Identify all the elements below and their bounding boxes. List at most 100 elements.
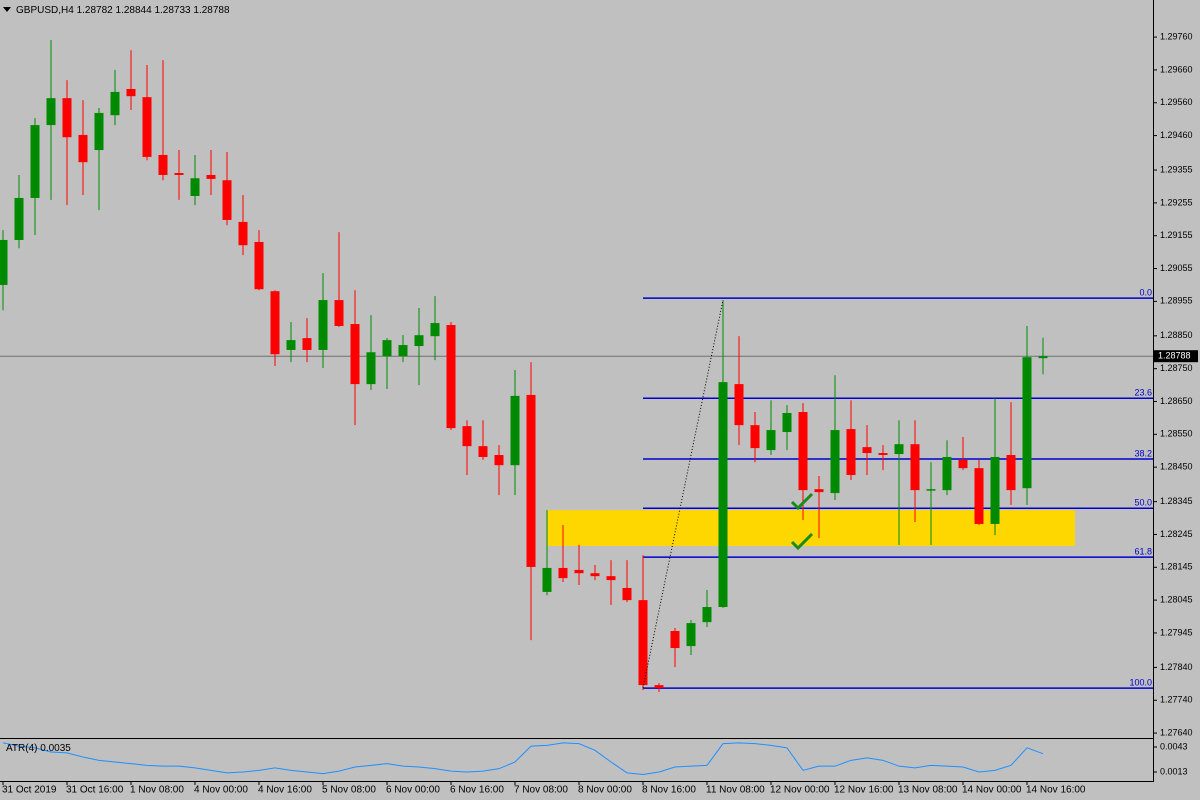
y-tick-label: 1.29560 <box>1160 97 1193 107</box>
support-zone <box>547 510 1075 546</box>
indicator-value: 0.0035 <box>40 743 71 754</box>
fib-label: 23.6 <box>1134 388 1152 398</box>
candle-body <box>734 384 744 426</box>
x-tick-label: 8 Nov 00:00 <box>578 785 632 796</box>
candle-body <box>718 382 728 608</box>
candle-body <box>590 573 600 577</box>
candle-body <box>126 88 136 97</box>
fib-label: 50.0 <box>1134 498 1152 508</box>
y-tick-label: 1.29155 <box>1160 230 1193 240</box>
high-value: 1.28844 <box>116 5 153 16</box>
candle-body <box>830 430 840 494</box>
candle-body <box>958 459 968 469</box>
candle-body <box>318 300 328 350</box>
x-tick-label: 11 Nov 08:00 <box>706 785 765 796</box>
candle-body <box>430 323 440 337</box>
candle-body <box>1006 455 1016 491</box>
y-tick-label: 1.29660 <box>1160 64 1193 74</box>
x-tick-label: 4 Nov 16:00 <box>258 785 312 796</box>
candle-body <box>462 426 472 447</box>
candle-body <box>414 335 424 347</box>
candle-body <box>526 394 536 567</box>
x-tick-label: 31 Oct 16:00 <box>66 785 124 796</box>
candle-body <box>110 91 120 116</box>
candle-body <box>222 180 232 220</box>
candle-body <box>750 425 760 449</box>
indicator-line <box>2 742 1044 776</box>
y-tick-label: 1.29255 <box>1160 197 1193 207</box>
candle-body <box>942 456 952 491</box>
price-label: 1.28788 <box>1158 351 1191 361</box>
x-tick-label: 31 Oct 2019 <box>2 785 57 796</box>
candle-body <box>782 412 792 433</box>
y-tick-label: 1.29460 <box>1160 130 1193 140</box>
x-tick-label: 8 Nov 16:00 <box>642 785 696 796</box>
candle-body <box>606 576 616 581</box>
candle-body <box>622 587 632 601</box>
trend-line <box>642 299 724 689</box>
y-tick-label: 0.0043 <box>1160 741 1188 751</box>
candle-body <box>14 197 24 240</box>
candle-body <box>878 453 888 456</box>
y-tick-label: 1.28145 <box>1160 562 1193 572</box>
y-tick-label: 1.28850 <box>1160 330 1193 340</box>
y-tick-label: 1.28045 <box>1160 594 1193 604</box>
x-tick-label: 14 Nov 16:00 <box>1026 785 1086 796</box>
candle-body <box>398 345 408 357</box>
candle-body <box>846 429 856 476</box>
candle-body <box>382 340 392 357</box>
x-tick-label: 6 Nov 00:00 <box>386 785 440 796</box>
candle-body <box>542 567 552 592</box>
candle-body <box>910 444 920 491</box>
x-tick-label: 14 Nov 00:00 <box>962 785 1022 796</box>
candle-body <box>62 98 72 138</box>
y-tick-label: 1.27945 <box>1160 627 1193 637</box>
price-label-box <box>1154 350 1198 363</box>
fib-label: 100.0 <box>1129 677 1152 687</box>
y-tick-label: 1.29355 <box>1160 164 1193 174</box>
candle-body <box>702 607 712 623</box>
candle-body <box>334 300 344 326</box>
y-tick-label: 0.0013 <box>1160 766 1188 776</box>
candle-body <box>670 630 680 649</box>
candle-body <box>814 489 824 493</box>
y-tick-label: 1.29760 <box>1160 31 1193 41</box>
menu-triangle[interactable] <box>3 7 11 12</box>
indicator-title: ATR(4) <box>6 743 37 754</box>
y-tick-label: 1.28450 <box>1160 462 1193 472</box>
candle-body <box>862 447 872 454</box>
y-tick-label: 1.27740 <box>1160 695 1193 705</box>
x-tick-label: 7 Nov 08:00 <box>514 785 568 796</box>
candle-body <box>238 221 248 246</box>
candle-body <box>638 600 648 686</box>
candle-body <box>766 430 776 451</box>
open-value: 1.28782 <box>77 5 114 16</box>
candle-body <box>1022 357 1032 489</box>
y-tick-label: 1.28550 <box>1160 429 1193 439</box>
candle-body <box>94 112 104 151</box>
candle-body <box>446 325 456 429</box>
candle-body <box>366 352 376 385</box>
candle-body <box>494 455 504 466</box>
candle-body <box>270 291 280 355</box>
chart-header: GBPUSD,H4 1.28782 1.28844 1.28733 1.2878… <box>16 5 230 16</box>
check-mark <box>790 492 814 511</box>
candle-body <box>286 340 296 350</box>
y-tick-label: 1.28650 <box>1160 396 1193 406</box>
candle-body <box>894 444 904 455</box>
candle-body <box>510 395 520 466</box>
candle-body <box>1038 356 1048 359</box>
candle-body <box>926 489 936 491</box>
candle-body <box>78 134 88 163</box>
candle-body <box>302 338 312 350</box>
x-tick-label: 1 Nov 08:00 <box>130 785 184 796</box>
candle-body <box>574 569 584 574</box>
candle-body <box>46 98 56 126</box>
x-tick-label: 12 Nov 00:00 <box>770 785 830 796</box>
y-tick-label: 1.27640 <box>1160 727 1193 737</box>
x-tick-label: 5 Nov 08:00 <box>322 785 376 796</box>
y-tick-label: 1.28345 <box>1160 496 1193 506</box>
